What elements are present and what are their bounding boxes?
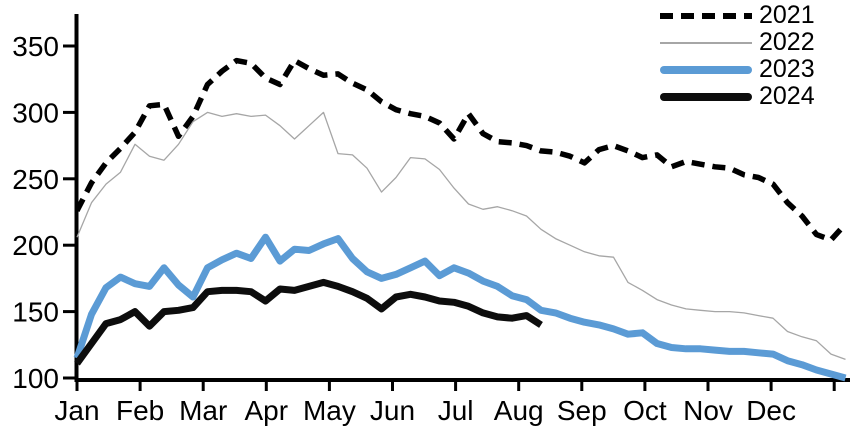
legend-item-2021: 2021 bbox=[660, 2, 815, 29]
legend-swatch-thin-line bbox=[660, 41, 752, 44]
legend-swatch-dashed-line bbox=[660, 12, 752, 19]
legend-swatch-black-line bbox=[660, 92, 752, 101]
series-line-2023 bbox=[73, 233, 847, 382]
x-tick-label: Apr bbox=[245, 395, 289, 426]
series-line-2024 bbox=[74, 278, 543, 366]
legend-swatch-blue-line bbox=[660, 65, 752, 74]
x-tick-label: Jun bbox=[370, 395, 415, 426]
x-tick-label: Nov bbox=[683, 395, 733, 426]
x-tick-label: Dec bbox=[746, 395, 796, 426]
series-line-2021 bbox=[74, 57, 848, 243]
y-tick-label: 100 bbox=[12, 363, 59, 394]
legend-label: 2021 bbox=[759, 1, 815, 29]
y-tick-label: 150 bbox=[12, 297, 59, 328]
legend-item-2023: 2023 bbox=[660, 56, 815, 83]
x-tick-label: Sep bbox=[557, 395, 607, 426]
legend-label: 2024 bbox=[759, 82, 815, 110]
x-tick-label: Jan bbox=[54, 395, 99, 426]
x-tick-label: Feb bbox=[116, 395, 164, 426]
x-tick-label: Aug bbox=[494, 395, 544, 426]
legend-item-2024: 2024 bbox=[660, 83, 815, 110]
y-tick-label: 350 bbox=[12, 31, 59, 62]
y-tick-label: 200 bbox=[12, 230, 59, 261]
legend: 2021 2022 2023 2024 bbox=[660, 2, 815, 110]
y-tick-label: 300 bbox=[12, 97, 59, 128]
y-tick-label: 250 bbox=[12, 164, 59, 195]
legend-label: 2022 bbox=[759, 28, 815, 56]
legend-label: 2023 bbox=[759, 55, 815, 83]
x-tick-label: Jul bbox=[438, 395, 474, 426]
x-tick-label: Oct bbox=[623, 395, 667, 426]
x-tick-label: Mar bbox=[179, 395, 227, 426]
legend-item-2022: 2022 bbox=[660, 29, 815, 56]
x-tick-label: May bbox=[303, 395, 356, 426]
series-line-2022 bbox=[76, 111, 846, 361]
